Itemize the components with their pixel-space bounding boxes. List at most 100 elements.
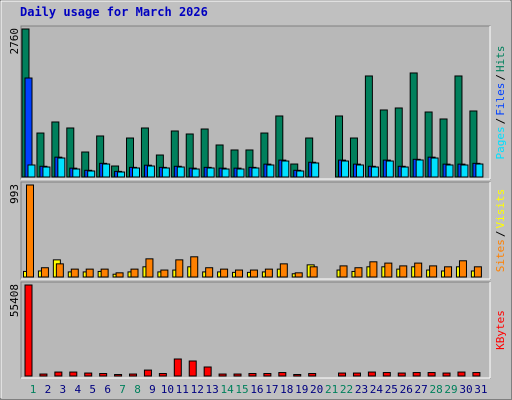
bar (352, 372, 361, 377)
x-tick-label: 18 (280, 383, 293, 396)
bar (263, 373, 272, 377)
x-tick-label: 1 (30, 383, 37, 396)
bar (309, 266, 318, 278)
bar (173, 358, 182, 377)
bar (145, 258, 154, 278)
legend-entry: Pages (494, 126, 507, 159)
bar (248, 373, 257, 377)
bar (54, 371, 63, 377)
bar (414, 262, 423, 278)
legend-entry: KBytes (494, 310, 507, 350)
bar (249, 269, 258, 278)
bar (294, 272, 303, 278)
bar (24, 77, 33, 178)
bar (473, 266, 482, 278)
bar (384, 262, 393, 278)
bar (158, 373, 167, 377)
bar (27, 164, 36, 178)
bar (70, 268, 79, 278)
x-tick-label: 9 (149, 383, 156, 396)
bar (475, 163, 484, 178)
legend: Pages/Files/Hits (494, 46, 507, 160)
bar (430, 157, 439, 178)
bar (458, 260, 467, 278)
bar (143, 369, 152, 377)
x-tick-label: 3 (60, 383, 67, 396)
x-tick-label: 5 (89, 383, 96, 396)
x-tick-label: 19 (295, 383, 308, 396)
bar (176, 166, 185, 178)
x-tick-label: 11 (176, 383, 189, 396)
plot-area (20, 281, 491, 379)
bar (57, 157, 66, 178)
x-tick-label: 22 (340, 383, 353, 396)
bar (114, 374, 123, 377)
x-tick-label: 31 (474, 383, 487, 396)
x-tick-label: 26 (400, 383, 413, 396)
x-tick-label: 12 (191, 383, 204, 396)
bar (220, 268, 229, 278)
x-tick-label: 21 (325, 383, 338, 396)
bar (472, 372, 481, 377)
bar (281, 160, 290, 178)
bar (129, 373, 138, 377)
x-tick-label: 4 (74, 383, 81, 396)
bar (412, 372, 421, 377)
bar (55, 263, 64, 278)
bar (69, 371, 78, 377)
bar (264, 268, 273, 278)
bar (370, 166, 379, 178)
bar (24, 284, 33, 377)
bar (457, 371, 466, 377)
bar (218, 373, 227, 377)
bar (235, 269, 244, 278)
bar (188, 360, 197, 377)
x-tick-label: 17 (265, 383, 278, 396)
bar (385, 160, 394, 178)
bar (115, 272, 124, 278)
x-tick-label: 14 (220, 383, 234, 396)
bar (205, 267, 214, 278)
bar (308, 373, 317, 377)
bar (191, 168, 200, 178)
x-tick-label: 25 (385, 383, 398, 396)
plot-area (20, 181, 491, 280)
y-tick-label: 55408 (8, 284, 21, 317)
bar (100, 268, 109, 278)
legend-entry: Visits (494, 189, 507, 229)
bar (341, 160, 350, 178)
x-tick-label: 29 (444, 383, 457, 396)
bar (221, 168, 230, 178)
bar (279, 263, 288, 278)
x-tick-label: 28 (429, 383, 442, 396)
bar (132, 167, 141, 178)
bar (190, 256, 199, 278)
bar (39, 373, 48, 377)
bar (427, 372, 436, 377)
x-tick-label: 23 (355, 383, 368, 396)
x-tick-label: 13 (206, 383, 219, 396)
bar (311, 162, 320, 178)
bar (117, 171, 126, 178)
y-tick-label: 993 (8, 184, 21, 204)
bar (84, 372, 93, 377)
bar (445, 164, 454, 178)
bar (85, 268, 94, 278)
bar (42, 166, 51, 178)
bar (175, 259, 184, 278)
bar (338, 372, 347, 377)
bar (146, 165, 155, 178)
legend: Sites/ Visits (494, 189, 507, 273)
x-tick-label: 30 (459, 383, 472, 396)
x-tick-label: 20 (310, 383, 323, 396)
bar (160, 269, 169, 278)
x-tick-label: 27 (415, 383, 428, 396)
bar (251, 167, 260, 178)
x-tick-label: 15 (235, 383, 248, 396)
bar (26, 184, 34, 278)
bar (367, 371, 376, 377)
x-tick-label: 7 (119, 383, 126, 396)
x-tick-label: 24 (370, 383, 384, 396)
x-tick-label: 2 (45, 383, 52, 396)
bar (40, 267, 49, 278)
